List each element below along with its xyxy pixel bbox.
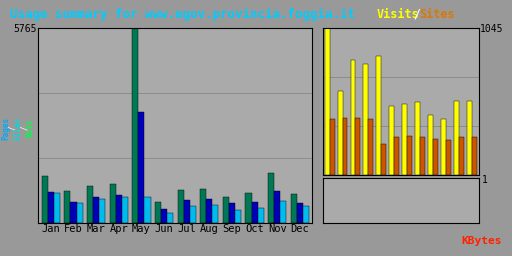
- Bar: [472, 137, 477, 175]
- Bar: [110, 184, 116, 223]
- Bar: [144, 197, 151, 223]
- Bar: [381, 144, 386, 175]
- Bar: [71, 202, 77, 223]
- Bar: [325, 28, 330, 175]
- Text: Hits: Hits: [25, 119, 34, 137]
- Bar: [206, 199, 212, 223]
- Bar: [54, 193, 60, 223]
- Bar: [351, 60, 355, 175]
- Text: 1: 1: [482, 175, 488, 185]
- Bar: [343, 118, 348, 175]
- Text: Sites: Sites: [419, 8, 455, 21]
- Bar: [132, 28, 138, 223]
- Bar: [48, 192, 54, 223]
- Text: KBytes: KBytes: [461, 236, 502, 246]
- Text: /: /: [8, 126, 17, 130]
- Bar: [122, 197, 128, 223]
- Bar: [258, 208, 264, 223]
- Bar: [99, 199, 105, 223]
- Bar: [364, 64, 368, 175]
- Bar: [77, 203, 82, 223]
- Bar: [454, 101, 459, 175]
- Bar: [87, 186, 93, 223]
- Bar: [446, 140, 451, 175]
- Bar: [251, 202, 258, 223]
- Bar: [178, 190, 184, 223]
- Text: Pages: Pages: [2, 116, 11, 140]
- Bar: [268, 173, 274, 223]
- Bar: [291, 194, 297, 223]
- Bar: [428, 115, 433, 175]
- Bar: [297, 203, 303, 223]
- Bar: [155, 202, 161, 223]
- Bar: [93, 197, 99, 223]
- Bar: [167, 213, 173, 223]
- Bar: [274, 191, 280, 223]
- Bar: [138, 112, 144, 223]
- Bar: [407, 136, 412, 175]
- Bar: [394, 137, 399, 175]
- Bar: [467, 101, 472, 175]
- Text: Visits: Visits: [376, 8, 419, 21]
- Bar: [420, 137, 425, 175]
- Bar: [200, 189, 206, 223]
- Bar: [433, 139, 438, 175]
- Bar: [337, 91, 343, 175]
- Bar: [116, 195, 122, 223]
- Bar: [184, 200, 190, 223]
- Bar: [65, 191, 71, 223]
- Bar: [330, 119, 334, 175]
- Bar: [402, 103, 407, 175]
- Bar: [441, 119, 446, 175]
- Bar: [229, 203, 235, 223]
- Bar: [223, 197, 229, 223]
- Bar: [303, 206, 309, 223]
- Bar: [389, 106, 394, 175]
- Bar: [245, 193, 251, 223]
- Bar: [355, 118, 360, 175]
- Bar: [235, 210, 241, 223]
- Bar: [368, 119, 373, 175]
- Bar: [376, 56, 381, 175]
- Bar: [161, 209, 167, 223]
- Bar: [280, 201, 286, 223]
- Bar: [212, 205, 219, 223]
- Text: Files: Files: [13, 116, 23, 140]
- Bar: [190, 206, 196, 223]
- Text: /: /: [20, 126, 29, 130]
- Bar: [459, 137, 464, 175]
- Text: Usage summary for www.egov.provincia.foggia.it: Usage summary for www.egov.provincia.fog…: [10, 8, 355, 21]
- Bar: [415, 102, 420, 175]
- Text: /: /: [414, 8, 421, 21]
- Bar: [41, 176, 48, 223]
